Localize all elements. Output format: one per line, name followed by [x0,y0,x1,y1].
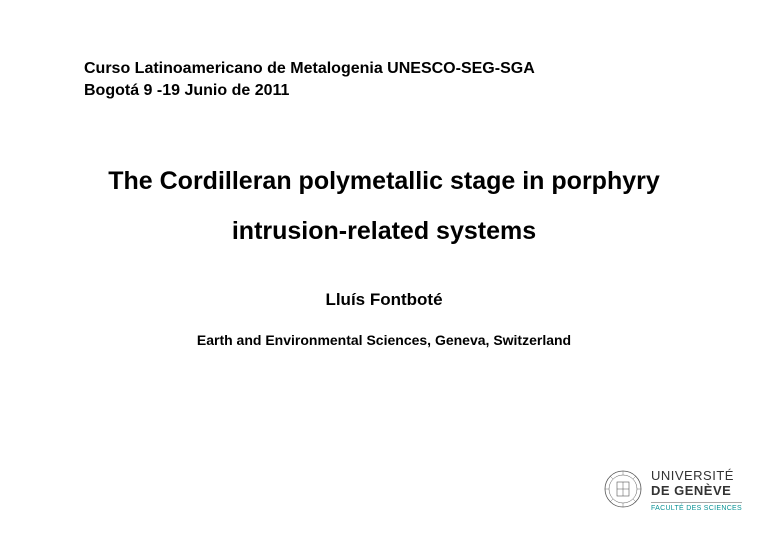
author-affiliation: Earth and Environmental Sciences, Geneva… [40,332,728,348]
university-logo: UNIVERSITÉ DE GENÈVE FACULTÉ DES SCIENCE… [603,469,742,512]
logo-faculte: FACULTÉ DES SCIENCES [651,502,742,512]
course-date-location: Bogotá 9 -19 Junio de 2011 [84,80,684,102]
university-name-block: UNIVERSITÉ DE GENÈVE FACULTÉ DES SCIENCE… [651,469,742,512]
logo-universite: UNIVERSITÉ [651,469,742,484]
presentation-title: The Cordilleran polymetallic stage in po… [40,156,728,256]
author-section: Lluís Fontboté Earth and Environmental S… [40,290,728,348]
author-name: Lluís Fontboté [40,290,728,310]
logo-geneve: DE GENÈVE [651,484,742,499]
course-title: Curso Latinoamericano de Metalogenia UNE… [84,58,684,80]
title-line-2: intrusion-related systems [40,206,728,256]
course-header: Curso Latinoamericano de Metalogenia UNE… [84,58,684,103]
university-seal-icon [603,469,643,509]
title-line-1: The Cordilleran polymetallic stage in po… [40,156,728,206]
